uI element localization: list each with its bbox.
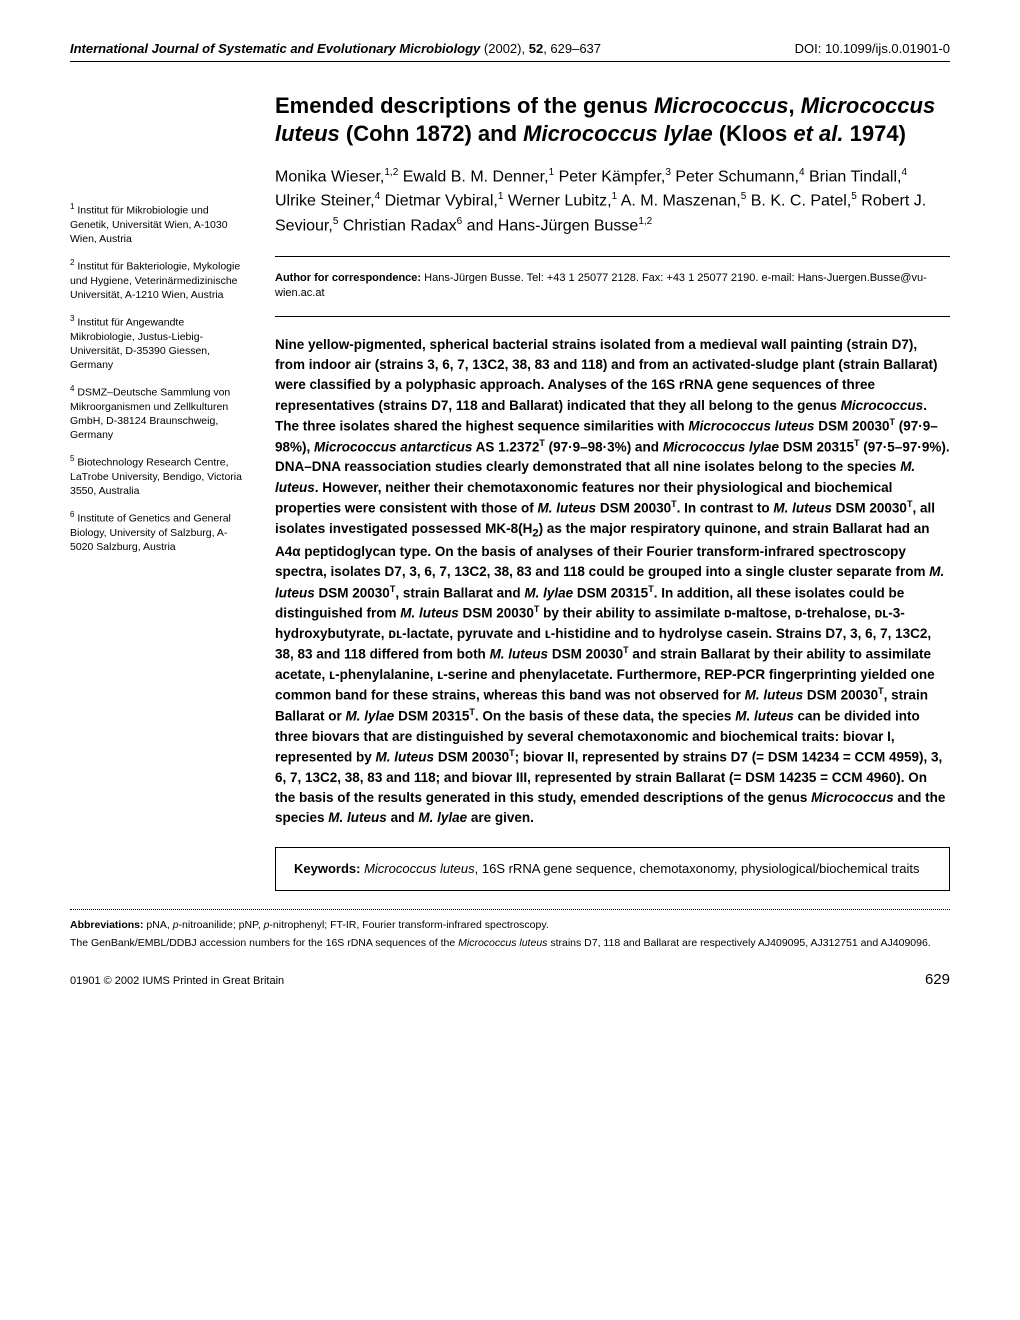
accession-note: The GenBank/EMBL/DDBJ accession numbers … (70, 936, 950, 951)
abbreviations: Abbreviations: pNA, p-nitroanilide; pNP,… (70, 918, 950, 933)
rule (275, 316, 950, 317)
main-column: Emended descriptions of the genus Microc… (275, 92, 950, 891)
affiliation: 2 Institut für Bakteriologie, Mykologie … (70, 258, 250, 302)
running-header: International Journal of Systematic and … (70, 40, 950, 58)
journal-name: International Journal of Systematic and … (70, 41, 480, 56)
dotted-rule (70, 909, 950, 910)
rule (275, 256, 950, 257)
article-title: Emended descriptions of the genus Microc… (275, 92, 950, 147)
doi: DOI: 10.1099/ijs.0.01901-0 (795, 41, 950, 56)
footnotes: Abbreviations: pNA, p-nitroanilide; pNP,… (70, 918, 950, 951)
affiliation: 6 Institute of Genetics and General Biol… (70, 510, 250, 554)
journal-info: International Journal of Systematic and … (70, 40, 601, 58)
affiliation: 1 Institut für Mikrobiologie und Genetik… (70, 202, 250, 246)
copyright: 01901 © 2002 IUMS Printed in Great Brita… (70, 975, 284, 987)
journal-pages: , 629–637 (543, 41, 601, 56)
page-number: 629 (925, 971, 950, 988)
affiliation: 3 Institut für Angewandte Mikrobiologie,… (70, 314, 250, 372)
keywords-box: Keywords: Micrococcus luteus, 16S rRNA g… (275, 847, 950, 891)
affiliations-sidebar: 1 Institut für Mikrobiologie und Genetik… (70, 92, 250, 891)
journal-year: (2002), (480, 41, 528, 56)
abstract: Nine yellow-pigmented, spherical bacteri… (275, 325, 950, 829)
header-rule (70, 61, 950, 62)
footer: 01901 © 2002 IUMS Printed in Great Brita… (70, 971, 950, 988)
author-list: Monika Wieser,1,2 Ewald B. M. Denner,1 P… (275, 165, 950, 238)
journal-volume: 52 (529, 41, 543, 56)
affiliation: 4 DSMZ–Deutsche Sammlung von Mikroorgani… (70, 384, 250, 442)
correspondence: Author for correspondence: Hans-Jürgen B… (275, 265, 950, 308)
content-area: 1 Institut für Mikrobiologie und Genetik… (70, 92, 950, 891)
affiliation: 5 Biotechnology Research Centre, LaTrobe… (70, 454, 250, 498)
